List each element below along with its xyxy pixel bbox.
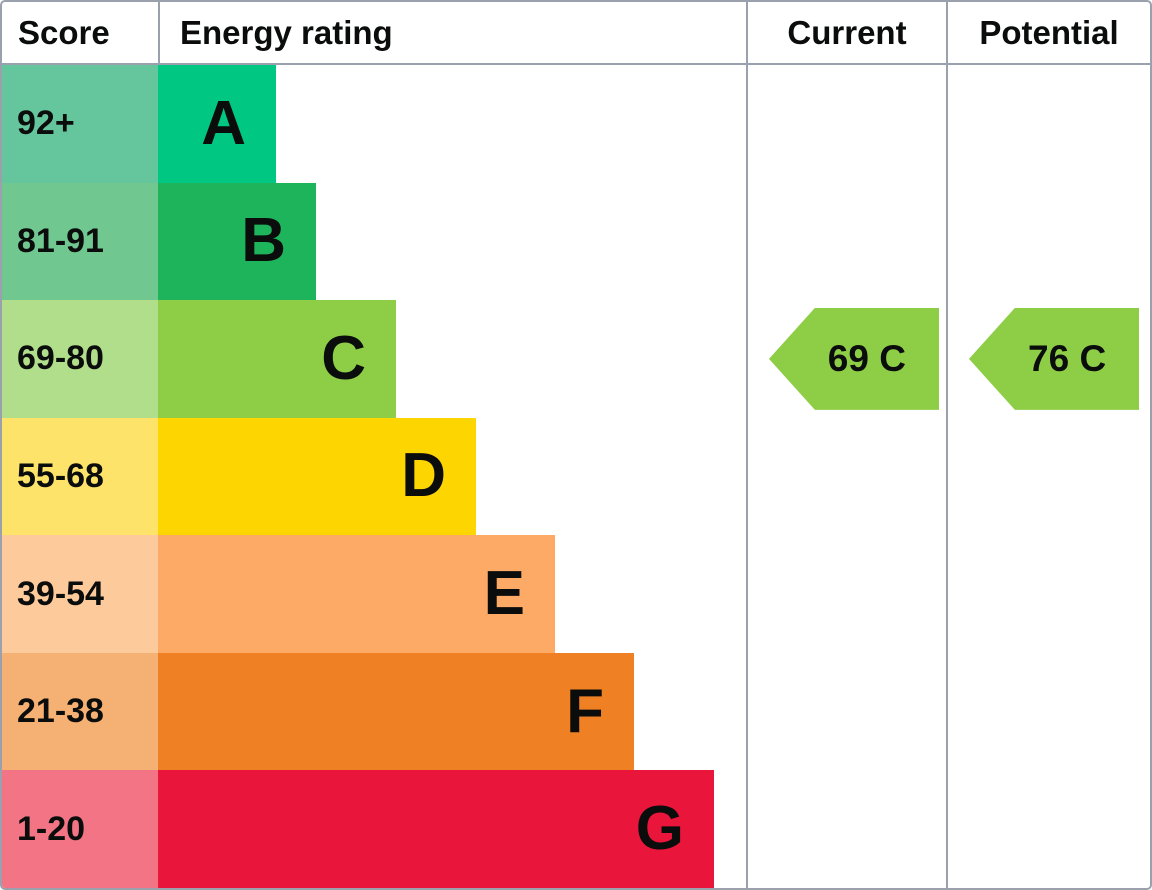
score-range-label: 1-20 [17,809,86,848]
rating-row-c: C [158,300,746,418]
rating-bar-f: F [158,652,634,771]
rating-row-e: E [158,535,746,653]
score-range-f: 21-38 [2,652,158,771]
score-range-b: 81-91 [2,182,158,301]
rating-row-a: A [158,65,746,183]
score-range-c: 69-80 [2,300,158,418]
current-header: Current [746,2,946,65]
rating-letter: B [241,206,286,276]
score-header: Score [2,2,158,65]
rating-bar-a: A [158,65,276,183]
score-range-d: 55-68 [2,417,158,536]
rating-row-b: B [158,182,746,301]
rating-letter: G [635,794,684,864]
rating-bar-e: E [158,535,555,653]
potential-header: Potential [946,2,1150,65]
rating-bar-c: C [158,300,396,418]
current-rating-label: 69 C [827,337,906,379]
rating-bar-b: B [158,182,316,301]
rating-bar-g: G [158,770,714,888]
current-rating-arrow: 69 C [769,307,939,410]
rating-bar-d: D [158,417,476,536]
rating-letter: E [483,559,525,629]
score-range-a: 92+ [2,65,158,183]
score-range-label: 81-91 [17,221,104,260]
rating-letter: D [401,441,446,511]
rating-row-g: G [158,770,746,888]
potential-rating-arrow: 76 C [969,307,1139,410]
score-range-label: 55-68 [17,456,104,495]
score-range-label: 21-38 [17,692,104,731]
potential-column: 76 C [946,65,1150,888]
score-range-label: 92+ [17,104,75,143]
rating-row-d: D [158,417,746,536]
rating-row-f: F [158,652,746,771]
score-range-e: 39-54 [2,535,158,653]
potential-rating-label: 76 C [1028,337,1107,379]
rating-letter: C [321,323,366,393]
score-range-g: 1-20 [2,770,158,888]
rating-letter: A [201,88,246,158]
score-range-label: 69-80 [17,339,104,378]
current-column: 69 C [746,65,946,888]
rating-letter: F [566,676,604,746]
energy-rating-header: Energy rating [158,2,746,65]
score-range-label: 39-54 [17,574,104,613]
